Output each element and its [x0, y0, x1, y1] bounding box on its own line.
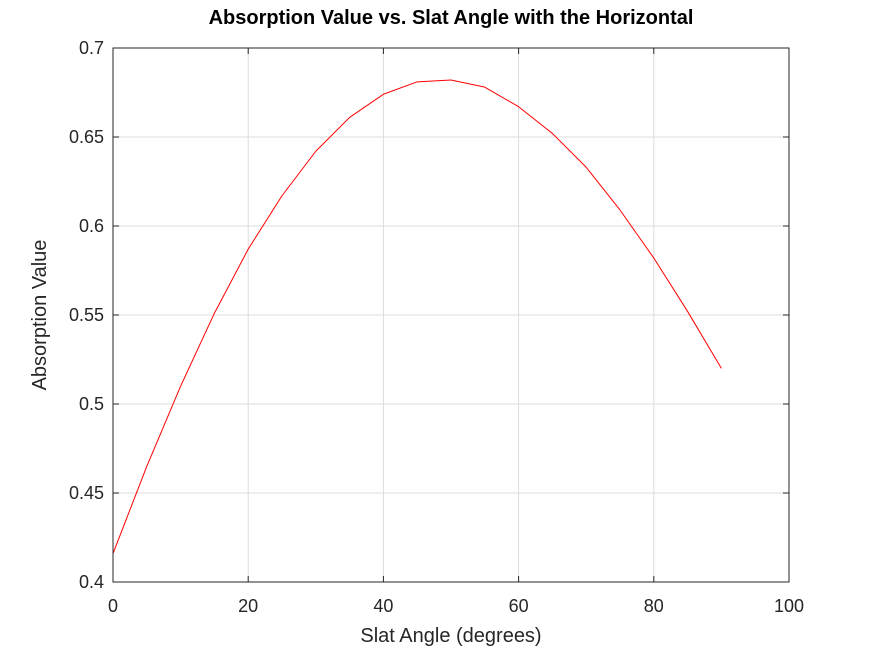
x-tick-label: 0 — [108, 596, 118, 616]
y-tick-label: 0.5 — [79, 394, 104, 414]
x-axis-label: Slat Angle (degrees) — [360, 625, 541, 647]
y-tick-label: 0.45 — [69, 483, 104, 503]
y-tick-label: 0.65 — [69, 127, 104, 147]
x-tick-label: 20 — [238, 596, 258, 616]
x-tick-label: 80 — [644, 596, 664, 616]
x-tick-label: 60 — [509, 596, 529, 616]
ticks: 0 20 40 60 80 100 0.4 0.45 0.5 0.55 0.6 0.65 0.7 — [69, 38, 804, 616]
series-layer — [112, 79, 722, 554]
x-tick-label: 100 — [774, 596, 804, 616]
x-tick-label: 40 — [373, 596, 393, 616]
grid — [112, 47, 790, 583]
y-tick-label: 0.55 — [69, 305, 104, 325]
y-tick-label: 0.7 — [79, 38, 104, 58]
chart-title: Absorption Value vs. Slat Angle with the… — [209, 7, 694, 29]
y-tick-label: 0.6 — [79, 216, 104, 236]
series-line — [112, 79, 722, 554]
y-axis-label: Absorption Value — [29, 240, 51, 391]
y-tick-label: 0.4 — [79, 572, 104, 592]
